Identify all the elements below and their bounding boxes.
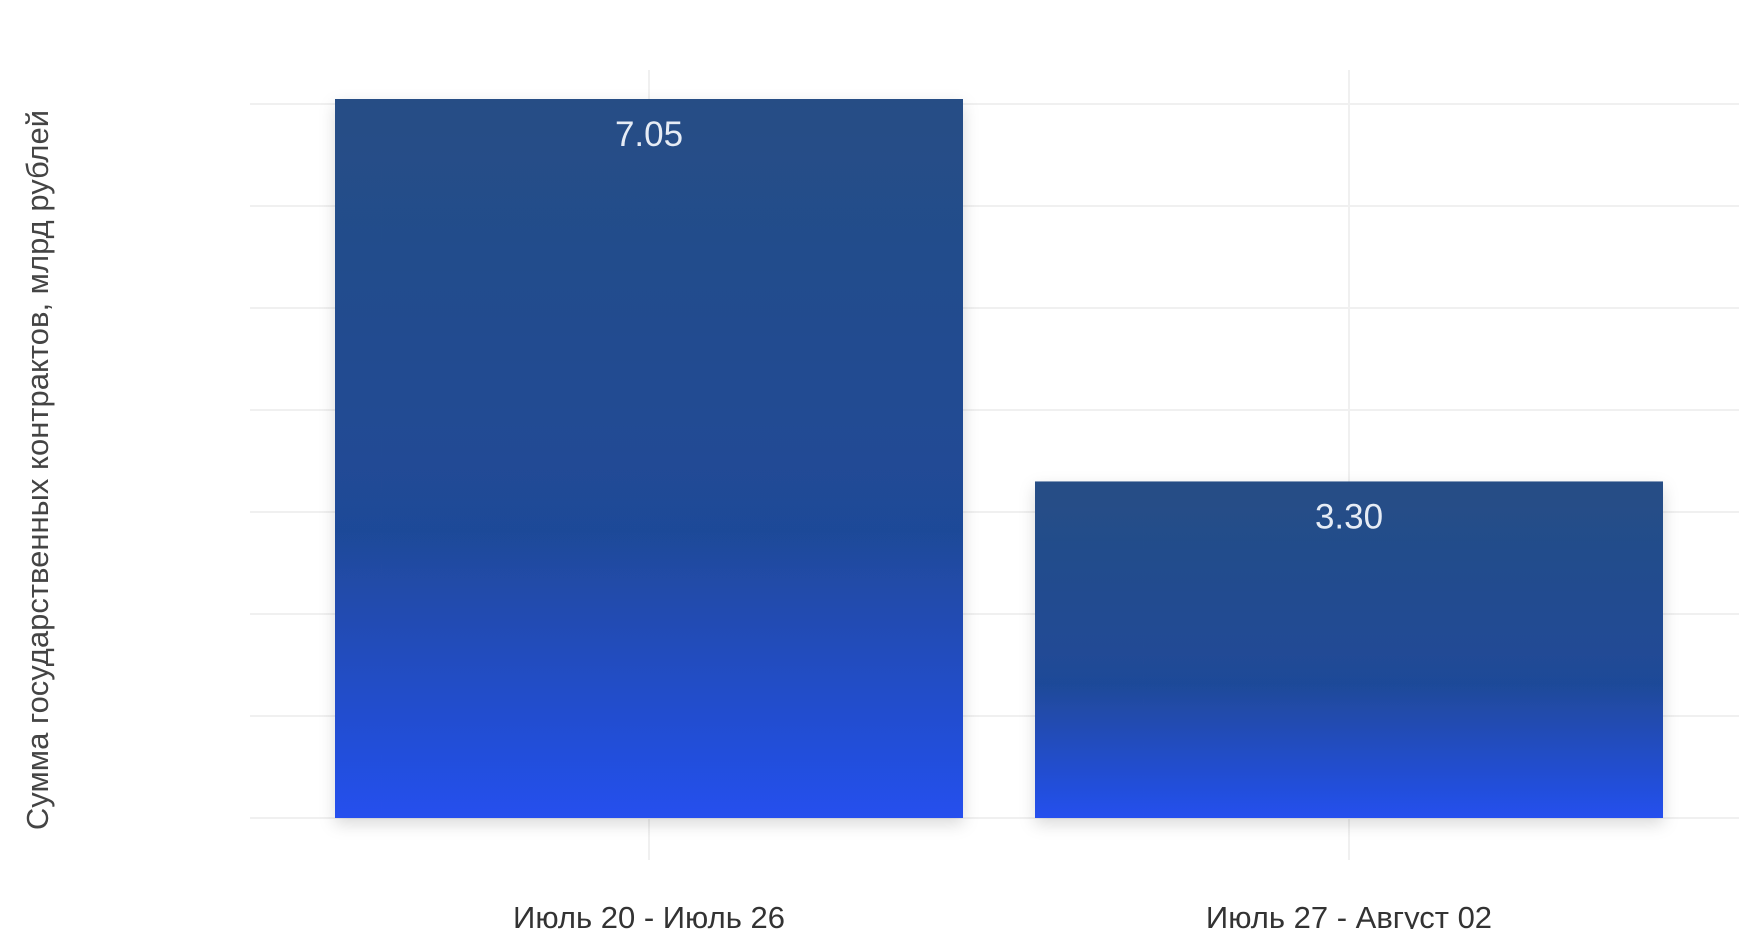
- data-labels: 7.05 3.30: [615, 115, 1383, 536]
- x-tick-label-1: Июль 20 - Июль 26: [513, 900, 785, 929]
- bar-2[interactable]: [1035, 481, 1663, 818]
- y-axis-label: Сумма государственных контрактов, млрд р…: [20, 110, 55, 830]
- data-label-2: 3.30: [1315, 497, 1383, 536]
- data-label-1: 7.05: [615, 115, 683, 154]
- x-tick-label-2: Июль 27 - Август 02: [1206, 900, 1492, 929]
- x-axis-ticks: Июль 20 - Июль 26 Июль 27 - Август 02: [513, 900, 1492, 929]
- bars: [335, 99, 1663, 818]
- bar-1[interactable]: [335, 99, 963, 818]
